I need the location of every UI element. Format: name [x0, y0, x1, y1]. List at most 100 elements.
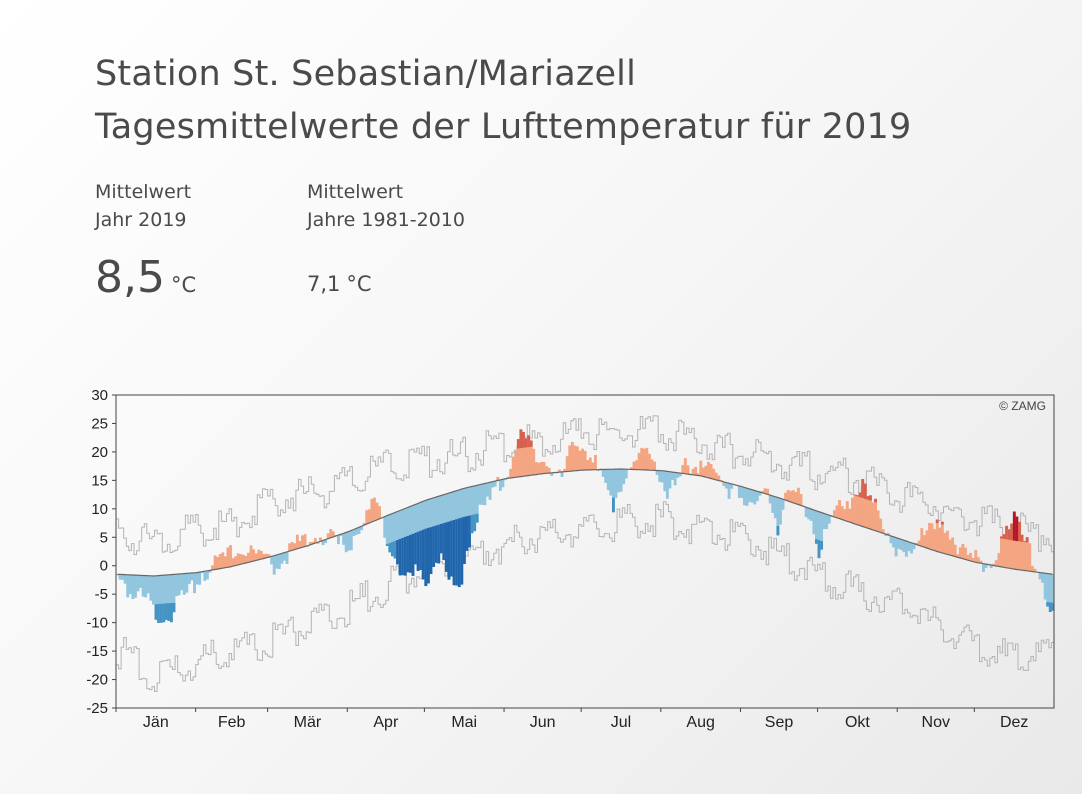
day-bar-extreme — [475, 513, 479, 523]
day-bar — [866, 496, 870, 529]
day-bar — [827, 515, 831, 524]
day-bar — [133, 575, 137, 598]
day-bar — [622, 469, 626, 485]
day-bar — [249, 545, 253, 562]
day-bar — [226, 547, 230, 568]
day-bar — [601, 469, 605, 477]
day-bar — [316, 542, 320, 544]
day-bar-extreme — [1007, 529, 1011, 540]
day-bar — [321, 540, 325, 546]
day-bar — [748, 488, 752, 503]
day-bar — [779, 498, 782, 525]
day-bar — [822, 513, 826, 530]
day-bar-extreme — [450, 520, 453, 577]
day-bar — [362, 522, 366, 526]
day-bar — [938, 527, 942, 553]
y-axis: 30 25 20 15 10 5 0 -5 -10 -15 -20 -25 — [86, 387, 116, 717]
day-bar — [540, 462, 543, 474]
day-bar — [187, 573, 191, 584]
day-bar-extreme — [1046, 602, 1050, 607]
day-bar — [1010, 523, 1014, 569]
day-bar — [1043, 573, 1047, 600]
day-bar — [717, 475, 721, 481]
day-bar — [488, 482, 492, 500]
day-bar — [964, 547, 967, 560]
day-bar-extreme — [429, 527, 433, 575]
day-bar — [365, 510, 369, 525]
day-bar — [966, 554, 970, 561]
day-bar — [701, 467, 705, 477]
day-bar — [897, 538, 901, 549]
day-bar — [151, 575, 155, 605]
day-bar-extreme — [421, 529, 425, 580]
day-bar-extreme — [416, 531, 420, 571]
day-bar — [301, 535, 304, 548]
day-bar — [390, 513, 394, 557]
day-bar — [907, 541, 911, 552]
y-tick-label: -15 — [86, 643, 108, 660]
day-bar-extreme — [442, 523, 446, 561]
day-bar — [532, 448, 536, 475]
day-bar — [213, 555, 217, 570]
day-bar — [750, 489, 754, 503]
day-bar — [892, 536, 895, 548]
day-bar — [691, 468, 695, 475]
day-bar — [871, 502, 875, 530]
day-bar — [707, 461, 710, 478]
day-bar — [889, 535, 893, 544]
day-bar — [958, 547, 962, 558]
y-tick-label: -25 — [86, 700, 108, 717]
day-bar — [776, 497, 780, 536]
day-bar — [480, 484, 484, 505]
day-bar — [486, 482, 489, 497]
day-bar — [393, 512, 397, 559]
day-bar — [686, 465, 690, 475]
day-bar — [372, 497, 376, 521]
day-bar — [797, 487, 800, 505]
day-bar — [737, 485, 741, 498]
day-bar — [223, 556, 227, 568]
day-bar — [239, 554, 243, 565]
day-bar — [545, 466, 549, 474]
day-bar — [524, 438, 528, 476]
day-bar — [560, 471, 564, 477]
day-bar — [216, 556, 220, 570]
day-bar-extreme — [401, 537, 405, 576]
day-bar-extreme — [815, 539, 818, 544]
day-bar — [848, 508, 852, 523]
day-bar — [136, 575, 140, 592]
day-bar-extreme — [396, 540, 399, 565]
day-bar — [904, 541, 908, 557]
day-bar — [617, 469, 620, 493]
day-bar — [683, 458, 687, 474]
day-bar-extreme — [776, 525, 780, 536]
day-bar — [761, 491, 764, 493]
day-bar — [604, 469, 608, 483]
day-bar — [766, 488, 770, 495]
day-bar — [375, 502, 379, 520]
day-bar — [1002, 534, 1006, 568]
day-bar — [385, 515, 389, 546]
day-bar — [1051, 574, 1055, 611]
day-bar — [347, 531, 351, 551]
day-bar — [722, 481, 726, 487]
day-bar — [1005, 525, 1009, 568]
day-bar — [588, 457, 592, 470]
day-bar — [843, 509, 847, 521]
day-bar-extreme — [465, 516, 469, 551]
day-bar — [835, 505, 839, 518]
day-bar — [118, 574, 122, 580]
day-bar — [930, 523, 934, 550]
day-bar-extreme — [1002, 534, 1006, 539]
day-bar — [591, 462, 595, 470]
stat-climate-value: 7,1 °C — [307, 272, 372, 296]
day-bar — [198, 572, 202, 585]
day-bar — [956, 554, 960, 558]
day-bar — [714, 472, 718, 480]
day-bar — [293, 543, 297, 550]
day-bar — [781, 499, 785, 510]
day-bar-extreme — [434, 525, 438, 563]
day-bar-extreme — [519, 429, 523, 449]
month-label: Dez — [1000, 714, 1028, 731]
day-bar — [876, 510, 880, 532]
